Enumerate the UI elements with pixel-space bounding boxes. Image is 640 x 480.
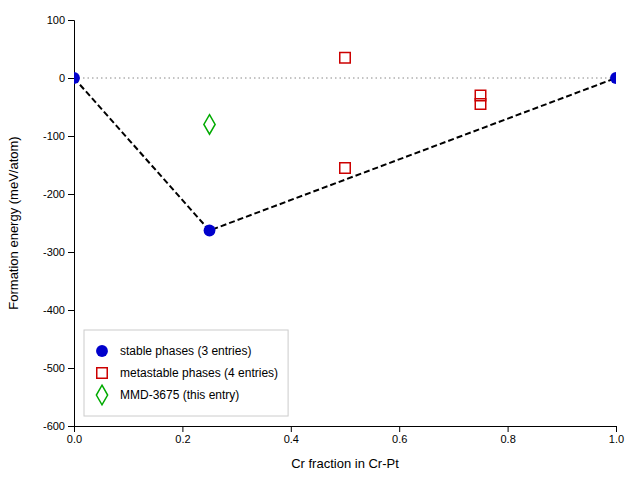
tick-label: 100 bbox=[47, 14, 65, 26]
tick-label: -100 bbox=[43, 130, 65, 142]
tick-label: 0 bbox=[59, 72, 65, 84]
point bbox=[340, 52, 350, 62]
tick-mark bbox=[399, 426, 400, 432]
tick-mark bbox=[68, 136, 74, 137]
x-axis-line bbox=[75, 427, 617, 433]
hull-line bbox=[74, 78, 616, 231]
reference-line bbox=[74, 78, 616, 79]
tick-label: -300 bbox=[43, 246, 65, 258]
y-axis: 100 0 -100 -200 -300 -400 -500 -600 bbox=[43, 14, 75, 432]
plot: 0.0 0.2 0.4 0.6 0.8 1.0 100 0 -100 -200 -300 -400 -5… bbox=[43, 14, 624, 445]
tick-label: 0.6 bbox=[392, 433, 407, 445]
point bbox=[204, 225, 216, 237]
point bbox=[204, 115, 215, 135]
legend: stable phases (3 entries) metastable phas… bbox=[84, 330, 288, 416]
series bbox=[204, 115, 215, 135]
point bbox=[340, 163, 350, 173]
legend-label: metastable phases (4 entries) bbox=[120, 366, 278, 380]
tick-label: -500 bbox=[43, 362, 65, 374]
point bbox=[475, 99, 485, 109]
tick: 0.0 bbox=[67, 426, 82, 445]
x-axis-title: Cr fraction in Cr-Pt bbox=[291, 456, 399, 471]
tick-label: -600 bbox=[43, 420, 65, 432]
tick: -600 bbox=[43, 420, 74, 432]
tick: 100 bbox=[47, 14, 74, 26]
tick-mark bbox=[291, 426, 292, 432]
legend-box bbox=[84, 330, 288, 416]
tick-label: -200 bbox=[43, 188, 65, 200]
tick: -100 bbox=[43, 130, 74, 142]
y-axis-line bbox=[68, 21, 75, 427]
tick: 0.2 bbox=[175, 426, 190, 445]
tick-mark bbox=[68, 20, 74, 21]
legend-label: stable phases (3 entries) bbox=[120, 344, 251, 358]
series bbox=[74, 72, 616, 236]
legend-label: MMD-3675 (this entry) bbox=[120, 388, 239, 402]
point bbox=[74, 72, 80, 84]
tick: -400 bbox=[43, 304, 74, 316]
point bbox=[610, 72, 616, 84]
tick-mark bbox=[68, 252, 74, 253]
series bbox=[340, 52, 486, 173]
x-axis: 0.0 0.2 0.4 0.6 0.8 1.0 bbox=[67, 426, 624, 445]
chart: 0.0 0.2 0.4 0.6 0.8 1.0 100 0 -100 -200 -300 -400 -5… bbox=[0, 0, 640, 480]
tick-label: 0.8 bbox=[500, 433, 515, 445]
tick-mark bbox=[68, 78, 74, 79]
tick-label: 0.0 bbox=[67, 433, 82, 445]
tick-mark bbox=[68, 194, 74, 195]
tick-label: 0.4 bbox=[284, 433, 299, 445]
tick-mark bbox=[68, 426, 74, 427]
tick: 0.4 bbox=[284, 426, 299, 445]
tick-label: 1.0 bbox=[609, 433, 624, 445]
tick: 1.0 bbox=[609, 426, 624, 445]
legend-symbol bbox=[96, 385, 107, 405]
tick: 0.8 bbox=[500, 426, 515, 445]
tick: 0 bbox=[59, 72, 74, 84]
tick: -500 bbox=[43, 362, 74, 374]
tick: 0.6 bbox=[392, 426, 407, 445]
tick-mark bbox=[182, 426, 183, 432]
tick-mark bbox=[616, 426, 617, 432]
tick-label: -400 bbox=[43, 304, 65, 316]
marks bbox=[74, 52, 616, 236]
tick-mark bbox=[68, 368, 74, 369]
tick-mark bbox=[508, 426, 509, 432]
tick-label: 0.2 bbox=[175, 433, 190, 445]
tick-mark bbox=[68, 310, 74, 311]
legend-symbol bbox=[96, 345, 108, 357]
legend-symbol bbox=[97, 368, 107, 378]
tick: -200 bbox=[43, 188, 74, 200]
tick: -300 bbox=[43, 246, 74, 258]
y-axis-title: Formation energy (meV/atom) bbox=[6, 136, 21, 309]
